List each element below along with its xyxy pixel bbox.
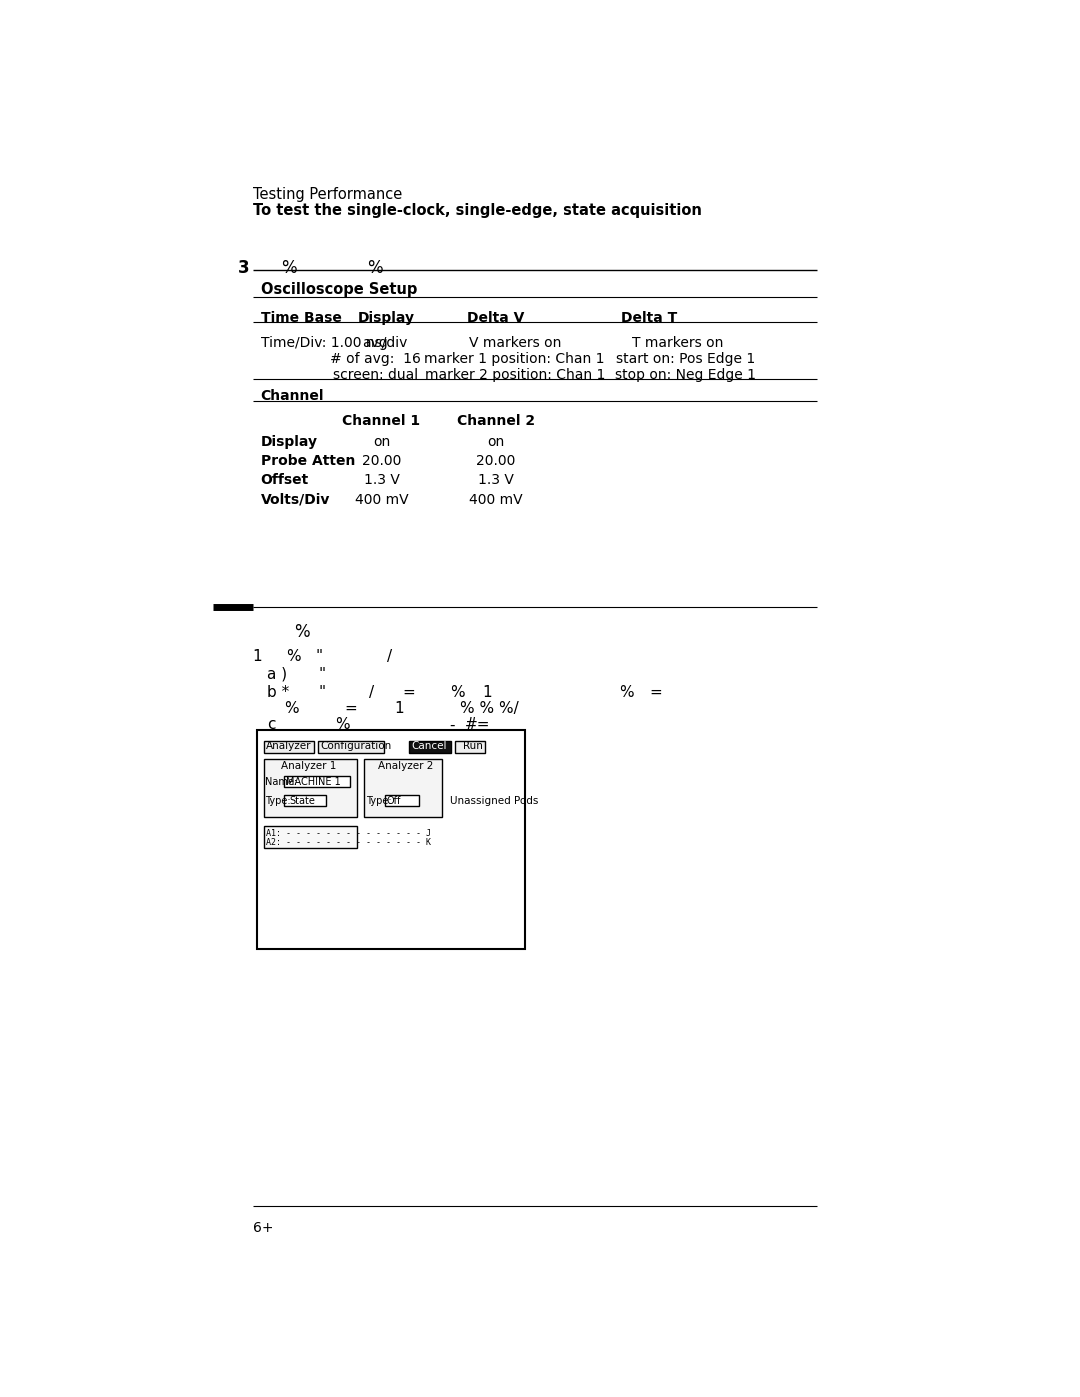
Bar: [408, 740, 451, 753]
Text: Channel 2: Channel 2: [457, 414, 536, 427]
Text: MACHINE 1: MACHINE 1: [286, 777, 341, 787]
Text: 1: 1: [253, 648, 262, 664]
Text: %: %: [286, 648, 300, 664]
Text: Time/Div: 1.00 ns/div: Time/Div: 1.00 ns/div: [260, 335, 407, 349]
Text: 20.00: 20.00: [476, 454, 516, 468]
Text: marker 2 position: Chan 1: marker 2 position: Chan 1: [424, 367, 605, 381]
Text: 1: 1: [482, 685, 491, 700]
Text: start on: Pos Edge 1: start on: Pos Edge 1: [616, 352, 755, 366]
Text: 20.00: 20.00: [362, 454, 401, 468]
Text: %: %: [367, 258, 383, 277]
Text: 6+: 6+: [253, 1221, 273, 1235]
Text: a ): a ): [267, 666, 287, 682]
Text: A1: - - - - - - - - - - - - - - J: A1: - - - - - - - - - - - - - - J: [266, 828, 431, 838]
Text: stop on: Neg Edge 1: stop on: Neg Edge 1: [615, 367, 756, 381]
Text: Name:: Name:: [266, 777, 297, 787]
Text: ": ": [319, 685, 326, 700]
Text: Run: Run: [463, 742, 483, 752]
Text: Probe Atten: Probe Atten: [260, 454, 355, 468]
Text: Analyzer: Analyzer: [266, 742, 311, 752]
Bar: [264, 759, 356, 817]
Text: Display: Display: [260, 434, 318, 448]
Text: Analyzer 1: Analyzer 1: [281, 761, 336, 771]
Text: on: on: [373, 434, 390, 448]
Text: 400 mV: 400 mV: [470, 493, 523, 507]
Text: # of avg:  16: # of avg: 16: [329, 352, 421, 366]
Text: #=: #=: [464, 718, 490, 732]
Text: c: c: [267, 718, 275, 732]
Text: %: %: [619, 685, 634, 700]
Text: ": ": [319, 666, 326, 682]
Text: State: State: [289, 796, 315, 806]
Text: Type:: Type:: [366, 796, 392, 806]
Text: V markers on: V markers on: [469, 335, 561, 349]
Text: /: /: [369, 685, 374, 700]
Text: Analyzer 2: Analyzer 2: [378, 761, 434, 771]
Text: Cancel: Cancel: [410, 742, 446, 752]
Bar: [264, 740, 314, 753]
Text: b *: b *: [267, 685, 289, 700]
Text: 400 mV: 400 mV: [354, 493, 408, 507]
Bar: [384, 795, 419, 806]
Text: Channel: Channel: [260, 390, 324, 404]
Bar: [364, 759, 442, 817]
Text: =: =: [403, 685, 415, 700]
Text: on: on: [487, 434, 504, 448]
Bar: [455, 740, 485, 753]
Text: Type:: Type:: [266, 796, 291, 806]
Text: Channel 1: Channel 1: [342, 414, 420, 427]
Text: T markers on: T markers on: [632, 335, 724, 349]
Text: %: %: [284, 701, 299, 717]
Text: 1.3 V: 1.3 V: [478, 474, 514, 488]
Bar: [318, 740, 383, 753]
Text: Unassigned Pods: Unassigned Pods: [449, 796, 538, 806]
Text: /: /: [387, 648, 392, 664]
Text: %: %: [335, 718, 350, 732]
Text: Volts/Div: Volts/Div: [260, 493, 329, 507]
Text: marker 1 position: Chan 1: marker 1 position: Chan 1: [424, 352, 605, 366]
Text: Display: Display: [359, 312, 415, 326]
Text: Testing Performance: Testing Performance: [253, 187, 402, 203]
Text: ": ": [315, 648, 323, 664]
Text: Configuration: Configuration: [321, 742, 391, 752]
Text: Off: Off: [387, 796, 402, 806]
Text: =: =: [649, 685, 662, 700]
Text: %: %: [281, 258, 296, 277]
Text: Delta T: Delta T: [621, 312, 677, 326]
Text: Offset: Offset: [260, 474, 309, 488]
Bar: [284, 775, 350, 787]
Text: Delta V: Delta V: [467, 312, 524, 326]
Text: -: -: [449, 718, 455, 732]
Text: =: =: [345, 701, 357, 717]
Text: Oscilloscope Setup: Oscilloscope Setup: [260, 282, 417, 296]
Text: avg: avg: [363, 335, 388, 349]
Text: 1: 1: [394, 701, 404, 717]
Bar: [284, 795, 326, 806]
Text: % % %/: % % %/: [460, 701, 519, 717]
Text: %: %: [449, 685, 464, 700]
Text: %: %: [294, 623, 310, 641]
Text: To test the single-clock, single-edge, state acquisition: To test the single-clock, single-edge, s…: [253, 203, 702, 218]
Text: screen: dual: screen: dual: [333, 367, 418, 381]
Text: A2: - - - - - - - - - - - - - - K: A2: - - - - - - - - - - - - - - K: [266, 838, 431, 847]
Text: 1.3 V: 1.3 V: [364, 474, 400, 488]
Text: 3: 3: [238, 258, 249, 277]
Text: Time Base: Time Base: [260, 312, 341, 326]
Bar: [264, 826, 356, 848]
Bar: [257, 729, 525, 949]
